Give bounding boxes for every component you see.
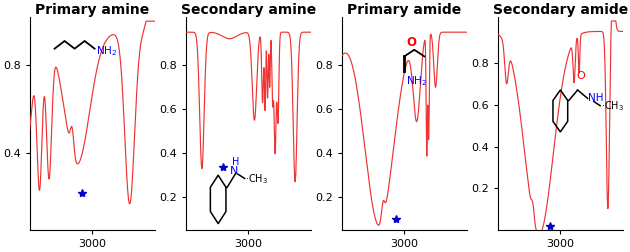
Title: Secondary amine: Secondary amine bbox=[181, 3, 316, 17]
Text: ·CH$_3$: ·CH$_3$ bbox=[601, 99, 624, 113]
Text: O: O bbox=[406, 36, 416, 49]
Text: N: N bbox=[230, 166, 238, 176]
Text: NH: NH bbox=[588, 93, 604, 103]
Title: Secondary amide: Secondary amide bbox=[493, 3, 628, 17]
Text: NH$_2$: NH$_2$ bbox=[96, 44, 118, 58]
Text: O: O bbox=[576, 71, 585, 81]
Text: ·CH$_3$: ·CH$_3$ bbox=[245, 173, 268, 186]
Title: Primary amine: Primary amine bbox=[35, 3, 149, 17]
Text: NH$_2$: NH$_2$ bbox=[406, 74, 427, 88]
Text: H: H bbox=[232, 157, 239, 167]
Title: Primary amide: Primary amide bbox=[347, 3, 461, 17]
